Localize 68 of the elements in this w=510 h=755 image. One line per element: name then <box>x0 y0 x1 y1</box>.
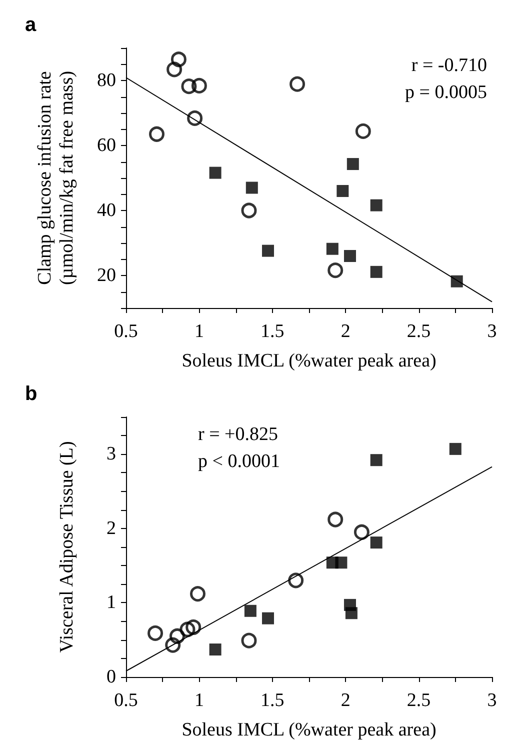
point <box>344 250 356 262</box>
annotation: p < 0.0001 <box>198 451 280 472</box>
point <box>450 275 463 288</box>
x-tick-label: 1.5 <box>260 321 284 342</box>
x-tick-label: 3 <box>487 321 497 342</box>
point <box>165 637 181 653</box>
y-tick-label: 80 <box>97 70 116 91</box>
chart-title: a <box>25 14 37 36</box>
point <box>370 266 382 278</box>
x-tick-label: 1 <box>194 690 204 711</box>
point <box>262 244 274 257</box>
x-tick-label: 2 <box>340 321 350 342</box>
y-tick-label: 2 <box>106 518 116 539</box>
point <box>149 126 164 142</box>
annotation: r = +0.825 <box>198 424 278 445</box>
point <box>449 442 462 455</box>
point <box>190 586 206 602</box>
point <box>209 644 222 656</box>
x-tick-label: 0.5 <box>114 321 138 342</box>
point <box>355 123 371 139</box>
y-tick-label: 1 <box>106 592 116 614</box>
point <box>288 572 304 588</box>
point <box>148 625 164 641</box>
x-tick-label: 2.5 <box>406 690 431 711</box>
point <box>346 158 359 170</box>
x-axis-title: Soleus IMCL (%water peak area) <box>182 720 436 740</box>
point <box>328 262 344 278</box>
point <box>335 556 348 569</box>
x-tick-label: 1.5 <box>260 690 284 711</box>
point <box>180 622 196 638</box>
point <box>370 536 382 549</box>
y-tick-label: 0 <box>106 666 116 688</box>
y-axis-title: Visceral Adipose Tissue (L) <box>56 441 78 653</box>
point <box>246 182 258 194</box>
x-tick-label: 0.5 <box>114 690 138 711</box>
y-tick-label: 20 <box>97 265 116 286</box>
point <box>370 454 382 466</box>
point <box>209 166 222 179</box>
point <box>186 619 202 635</box>
point <box>244 604 256 617</box>
point <box>241 632 257 648</box>
y-tick-label: 40 <box>97 200 116 221</box>
point <box>170 52 186 68</box>
y-axis-title: Clamp glucose infusion rate (µmol/min/kg fat free mass) <box>34 70 78 286</box>
point <box>345 607 358 620</box>
point <box>241 202 257 218</box>
annotation: p = 0.0005 <box>405 82 488 103</box>
point <box>181 78 197 94</box>
x-tick-label: 3 <box>487 690 497 711</box>
point <box>191 78 207 94</box>
point <box>290 76 306 92</box>
point <box>166 62 182 78</box>
point <box>170 628 185 644</box>
point <box>326 242 338 255</box>
x-tick-label: 2.5 <box>406 321 431 342</box>
point <box>370 199 382 212</box>
x-tick-label: 1 <box>194 321 204 342</box>
point <box>336 185 349 197</box>
point <box>262 612 274 624</box>
y-tick-label: 60 <box>97 135 116 156</box>
point <box>354 524 370 540</box>
point <box>328 512 344 528</box>
y-tick-label: 3 <box>106 444 116 465</box>
x-axis-title: Soleus IMCL (%water peak area) <box>182 350 436 372</box>
point <box>187 110 203 126</box>
chart-title: b <box>25 383 38 405</box>
x-tick-label: 2 <box>340 690 350 711</box>
annotation: r = -0.710 <box>411 55 488 76</box>
